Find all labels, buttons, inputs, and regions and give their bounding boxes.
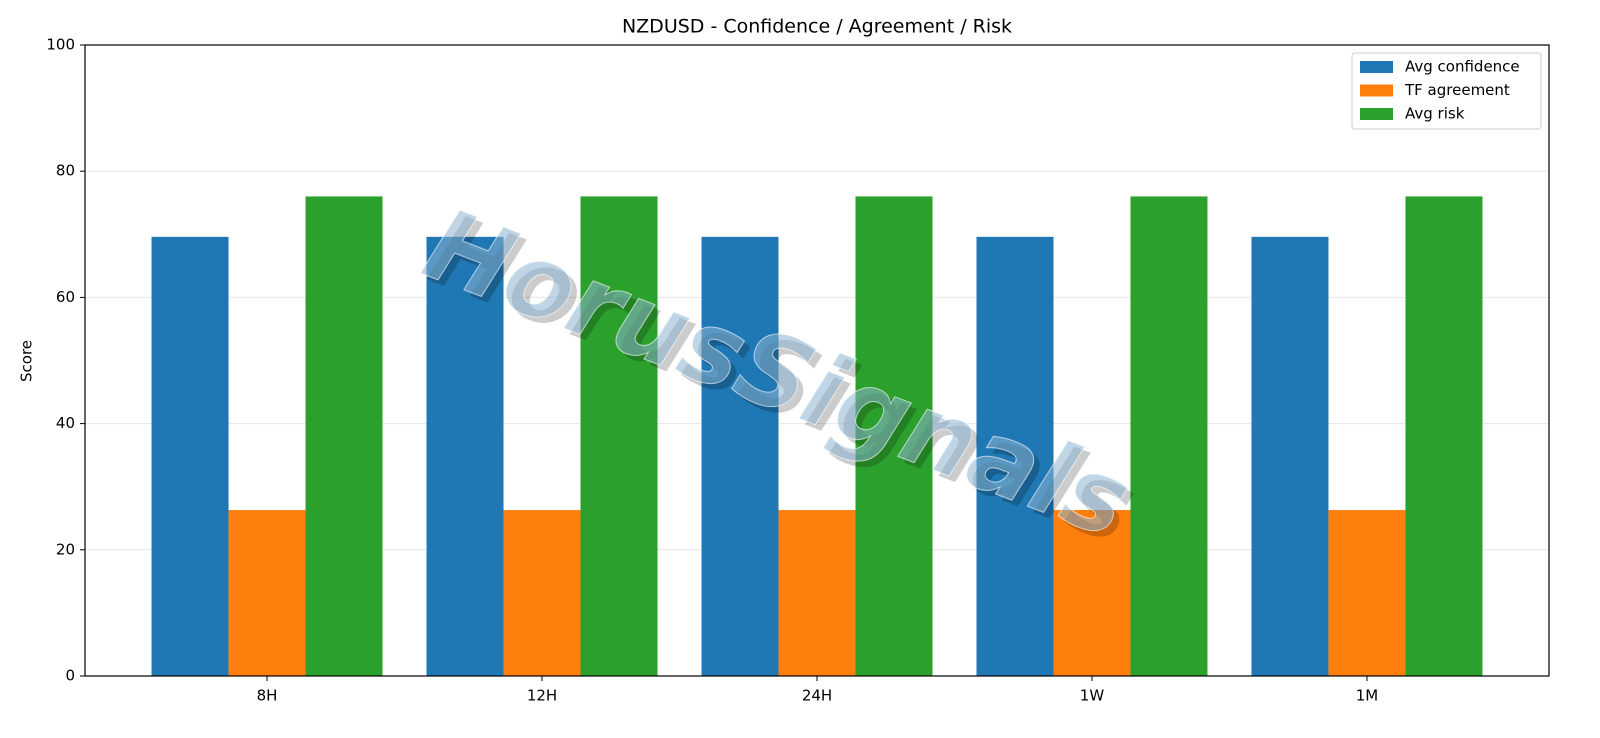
y-tick-label: 100	[46, 36, 75, 54]
bar	[426, 236, 504, 676]
legend-swatch	[1360, 84, 1393, 97]
bar	[151, 236, 229, 676]
legend-swatch	[1360, 61, 1393, 73]
x-tick-label: 1W	[1080, 687, 1105, 705]
bar	[1053, 510, 1131, 676]
y-tick-label: 60	[56, 288, 75, 306]
y-tick-label: 0	[65, 667, 75, 685]
legend-label: TF agreement	[1404, 81, 1510, 99]
y-tick-label: 20	[56, 540, 75, 558]
legend-swatch	[1360, 108, 1393, 120]
bar	[1328, 510, 1406, 676]
x-tick-label: 24H	[802, 687, 832, 705]
y-axis-label: Score	[18, 340, 36, 382]
bar	[305, 196, 383, 676]
bar	[1251, 236, 1329, 676]
bar	[701, 236, 779, 676]
x-tick-label: 1M	[1356, 687, 1379, 705]
bar	[503, 510, 581, 676]
legend-label: Avg risk	[1405, 105, 1465, 123]
bar	[580, 196, 658, 676]
chart-title: NZDUSD - Confidence / Agreement / Risk	[622, 16, 1012, 38]
x-tick-label: 12H	[527, 687, 557, 705]
bar	[855, 196, 933, 676]
bar	[976, 236, 1054, 676]
bar	[1130, 196, 1208, 676]
bar	[778, 510, 856, 676]
y-tick-label: 80	[56, 162, 75, 180]
y-tick-label: 40	[56, 414, 75, 432]
bar	[228, 510, 306, 676]
legend-label: Avg confidence	[1405, 58, 1520, 76]
x-tick-label: 8H	[257, 687, 278, 705]
legend-frame	[1351, 52, 1542, 130]
bar	[1405, 196, 1483, 676]
plot-frame	[84, 44, 1550, 677]
